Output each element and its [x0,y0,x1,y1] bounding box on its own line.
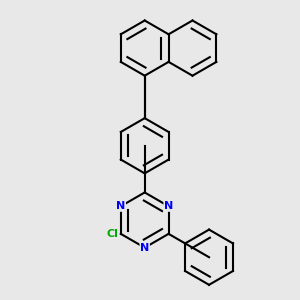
Text: Cl: Cl [106,229,118,239]
Text: N: N [116,201,125,211]
Text: N: N [140,243,149,253]
Text: N: N [164,201,173,211]
